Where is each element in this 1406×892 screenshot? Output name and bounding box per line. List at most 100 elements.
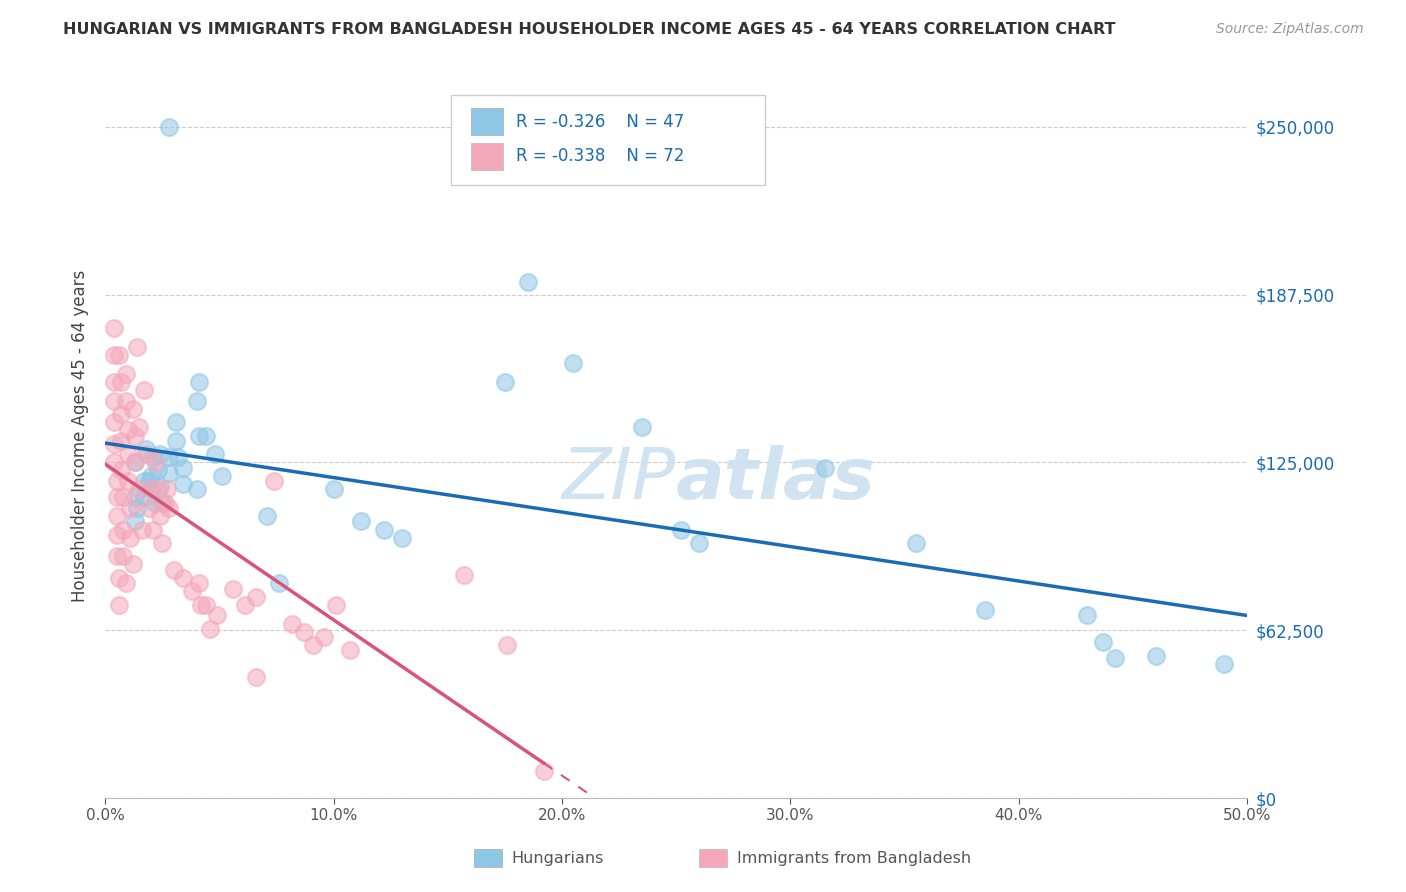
Point [669,523,692,537]
Point [292,624,315,639]
Point [190,598,212,612]
Point [103,436,125,450]
Y-axis label: Householder Income Ages 45 - 64 years: Householder Income Ages 45 - 64 years [72,269,89,601]
Point [138,501,160,516]
Bar [699,849,727,867]
Point [124,455,146,469]
Point [131,523,153,537]
Point [110,407,132,421]
Point [145,455,167,469]
Point [263,474,285,488]
Point [1144,648,1167,663]
Point [108,571,131,585]
Point [117,474,139,488]
Point [233,598,256,612]
Point [127,501,149,516]
Text: Hungarians: Hungarians [512,851,605,865]
Point [153,496,176,510]
Point [139,468,162,483]
Point [314,630,336,644]
Point [117,423,139,437]
Point [211,468,233,483]
Point [222,582,245,596]
FancyBboxPatch shape [451,95,765,186]
Point [110,375,132,389]
Point [149,509,172,524]
Point [204,447,226,461]
Point [256,509,278,524]
Text: HUNGARIAN VS IMMIGRANTS FROM BANGLADESH HOUSEHOLDER INCOME AGES 45 - 64 YEARS CO: HUNGARIAN VS IMMIGRANTS FROM BANGLADESH … [63,22,1116,37]
Point [973,603,995,617]
Point [139,482,162,496]
Point [167,450,190,464]
Point [1104,651,1126,665]
Point [163,563,186,577]
Point [132,490,155,504]
Point [302,638,325,652]
Point [105,474,128,488]
Point [127,340,149,354]
Point [453,568,475,582]
Point [112,549,135,564]
Point [120,531,142,545]
Point [139,482,162,496]
Point [494,375,516,389]
Point [157,120,180,134]
Point [114,576,136,591]
Point [631,420,654,434]
Point [172,476,194,491]
Point [124,490,146,504]
Point [105,528,128,542]
Point [128,482,150,496]
Point [112,490,135,504]
Point [496,638,519,652]
Point [187,428,209,442]
Point [135,447,157,461]
Point [172,571,194,585]
Point [128,420,150,434]
Point [145,496,167,510]
Point [814,460,837,475]
Point [156,482,179,496]
Point [103,321,125,335]
Point [124,515,146,529]
FancyBboxPatch shape [471,108,502,136]
Text: ZIP: ZIP [562,444,676,514]
Point [165,434,187,448]
Point [146,463,169,477]
Text: atlas: atlas [676,444,876,514]
FancyBboxPatch shape [471,143,502,170]
Point [391,531,413,545]
Point [186,393,208,408]
Point [124,455,146,469]
Point [904,536,927,550]
Point [124,428,146,442]
Point [245,670,267,684]
Point [157,466,180,480]
Point [150,536,173,550]
Point [103,415,125,429]
Point [103,455,125,469]
Point [121,558,143,572]
Point [172,460,194,475]
Text: R = -0.326    N = 47: R = -0.326 N = 47 [516,112,685,130]
Point [132,383,155,397]
Point [105,490,128,504]
Point [157,501,180,516]
Point [103,375,125,389]
Point [114,367,136,381]
Point [105,509,128,524]
Text: Source: ZipAtlas.com: Source: ZipAtlas.com [1216,22,1364,37]
Point [181,584,204,599]
Point [339,643,361,657]
Point [186,482,208,496]
Text: Immigrants from Bangladesh: Immigrants from Bangladesh [737,851,970,865]
Point [165,415,187,429]
Point [562,356,585,370]
Point [105,549,128,564]
Point [142,450,165,464]
Point [108,348,131,362]
Point [117,447,139,461]
Point [114,393,136,408]
Point [1076,608,1098,623]
